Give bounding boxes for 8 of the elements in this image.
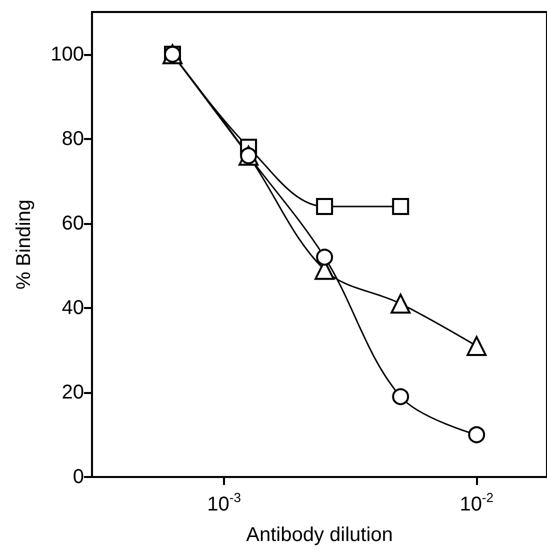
y-tick-label: 20 bbox=[62, 381, 84, 404]
x-axis-title: Antibody dilution bbox=[246, 524, 393, 546]
y-tick-label: 80 bbox=[62, 128, 84, 150]
y-tick-label: 0 bbox=[72, 466, 84, 488]
y-tick-label: 100 bbox=[50, 43, 84, 66]
y-tick-label: 40 bbox=[62, 296, 84, 319]
y-axis-title: % Binding bbox=[13, 199, 35, 290]
y-tick-label: 60 bbox=[62, 212, 84, 234]
